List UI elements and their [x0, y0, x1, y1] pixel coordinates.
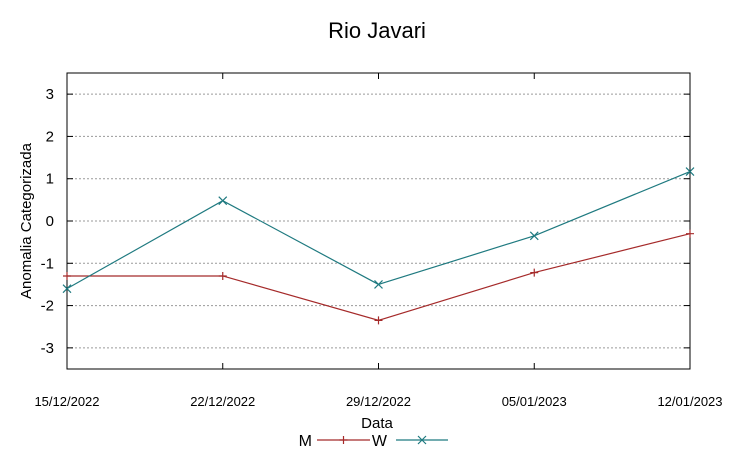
x-tick-label: 15/12/2022: [34, 394, 99, 409]
legend-label-m: M: [299, 433, 312, 450]
y-tick-label: 0: [46, 213, 54, 230]
series-w-line: [66, 170, 691, 290]
series-m-point: [686, 229, 694, 238]
legend-marker-w: [417, 435, 427, 445]
series-w-point: [529, 231, 539, 241]
series-m-point: [218, 271, 227, 280]
series-w-point: [62, 284, 72, 294]
series-w-point: [218, 196, 228, 206]
series-m-point: [63, 271, 71, 280]
y-tick-label: -2: [41, 298, 54, 315]
series-w-point: [685, 167, 695, 176]
y-tick-label: -3: [41, 340, 54, 357]
chart-title: Rio Javari: [328, 18, 426, 43]
y-tick-label: -1: [41, 255, 54, 272]
y-tick-label: 2: [46, 128, 54, 145]
x-tick-label: 12/01/2023: [657, 394, 722, 409]
grid: [67, 93, 690, 349]
y-axis-label: Anomalia Categorizada: [18, 142, 35, 299]
legend-label-w: W: [372, 433, 388, 450]
series-m-point: [374, 316, 383, 325]
x-tick-label: 05/01/2023: [502, 394, 567, 409]
y-tick-label: 3: [46, 86, 54, 103]
y-tick-label: 1: [46, 171, 54, 188]
x-tick-label: 29/12/2022: [346, 394, 411, 409]
x-tick-label: 22/12/2022: [190, 394, 255, 409]
series-group: [62, 167, 695, 325]
series-m-point: [530, 268, 539, 277]
series-w-point: [374, 280, 383, 289]
x-axis-ticks: 15/12/2022 22/12/2022 29/12/2022 05/01/2023…: [34, 73, 723, 409]
x-axis-label: Data: [361, 415, 393, 432]
y-axis-ticks: 3 2 1 0 -1 -2 -3: [41, 86, 690, 357]
legend-marker-m: [339, 436, 348, 444]
series-m-line: [67, 233, 691, 321]
